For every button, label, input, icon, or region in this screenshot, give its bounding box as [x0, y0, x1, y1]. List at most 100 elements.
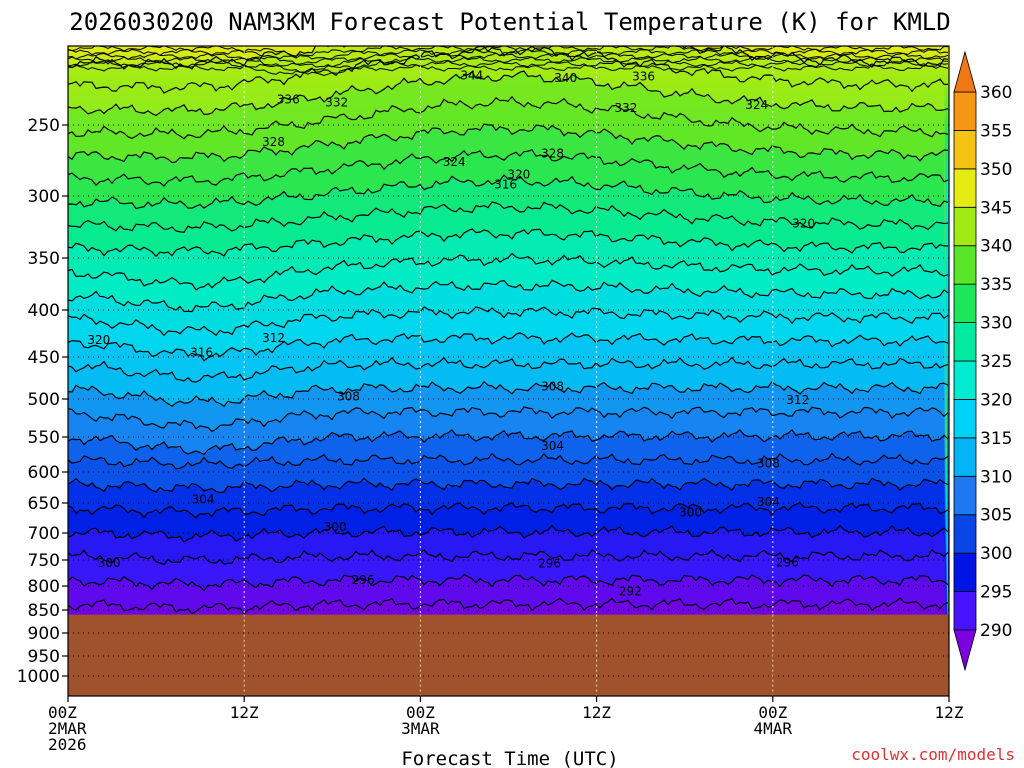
contour-label: 300 [679, 506, 702, 520]
y-tick-label: 950 [28, 647, 60, 667]
chart-title: 2026030200 NAM3KM Forecast Potential Tem… [69, 8, 950, 36]
x-tick-label: 3MAR [401, 719, 440, 738]
y-tick-label: 1000 [17, 667, 60, 687]
contour-line [68, 548, 949, 566]
x-tick-label: 00Z [406, 703, 435, 722]
contour-line [68, 46, 949, 70]
grid-lines [68, 46, 949, 696]
y-tick-label: 300 [28, 187, 60, 207]
x-tick-label: 00Z [758, 703, 787, 722]
x-tick-label: 2MAR [48, 719, 87, 738]
colorbar-bin [953, 591, 977, 631]
contour-line [68, 501, 949, 519]
ground-grid-lines [68, 614, 949, 696]
contour-lines [68, 46, 949, 615]
y-tick-label: 850 [28, 601, 60, 621]
contour-line [68, 477, 949, 494]
colorbar-bin [953, 437, 977, 477]
credit-link[interactable]: coolwx.com/models [851, 745, 1015, 764]
contour-line [68, 174, 949, 210]
y-tick-label: 900 [28, 624, 60, 644]
x-axis-label: Forecast Time (UTC) [401, 748, 618, 768]
y-tick-label: 450 [28, 348, 60, 368]
colorbar-label: 340 [980, 237, 1012, 257]
contour-label: 320 [87, 333, 110, 347]
contour-label: 336 [632, 70, 655, 84]
y-tick-label: 700 [28, 524, 60, 544]
colorbar-label: 300 [980, 544, 1012, 564]
contour-label: 336 [277, 92, 300, 106]
x-tick-label: 12Z [230, 703, 259, 722]
colorbar-bin [953, 360, 977, 400]
contour-label: 340 [554, 71, 577, 85]
colorbar-label: 305 [980, 506, 1012, 526]
y-tick-label: 650 [28, 494, 60, 514]
contour-line [68, 95, 949, 140]
colorbar-bin [953, 475, 977, 516]
y-tick-label: 250 [28, 116, 60, 136]
contour-label: 300 [98, 556, 121, 570]
below-ground-mask [68, 614, 949, 696]
colorbar-bin [953, 514, 977, 554]
contour-label: 292 [619, 584, 642, 598]
colorbar-bin [953, 168, 977, 208]
contour-line [68, 70, 949, 117]
contour-line [68, 380, 949, 408]
colorbar-label: 345 [980, 198, 1012, 218]
contour-line [68, 148, 949, 187]
colorbar-under-arrow [953, 629, 977, 672]
contour-label: 332 [325, 95, 348, 109]
contour-label: 308 [541, 379, 564, 393]
x-tick-label: 12Z [935, 703, 964, 722]
contour-label: 320 [507, 168, 530, 182]
y-tick-label: 350 [28, 249, 60, 269]
contour-label: 344 [460, 68, 483, 82]
contour-label: 296 [352, 573, 375, 587]
y-tick-label: 500 [28, 390, 60, 410]
colorbar-bin [953, 283, 977, 323]
contour-label: 328 [541, 146, 564, 160]
contour-line [68, 306, 949, 337]
contour-label: 312 [786, 393, 809, 407]
contour-line [68, 60, 949, 73]
colorbar-bin [953, 322, 977, 362]
colorbar-label: 295 [980, 583, 1012, 603]
colorbar-label: 350 [980, 160, 1012, 180]
contour-label: 304 [192, 492, 215, 506]
x-tick-label: 12Z [582, 703, 611, 722]
contour-line [68, 52, 949, 65]
x-tick-label: 00Z [48, 703, 77, 722]
contour-line [68, 429, 949, 456]
colorbar-label: 320 [980, 390, 1012, 410]
colorbar-bin [953, 552, 977, 592]
contour-line [68, 46, 949, 57]
contour-line [68, 452, 949, 470]
y-tick-label: 550 [28, 428, 60, 448]
y-tick-label: 400 [28, 301, 60, 321]
colorbar-label: 310 [980, 467, 1012, 487]
contour-label: 324 [443, 155, 466, 169]
y-axis: 250 300 350 400 450 500 550 600 650 700 750 800 850 9… [17, 116, 68, 687]
contour-label: 316 [190, 345, 213, 359]
contour-label: 308 [337, 389, 360, 403]
contour-label: 316 [494, 178, 517, 192]
colorbar-bin [953, 206, 977, 247]
contour-line [68, 356, 949, 383]
colorbar-label: 355 [980, 121, 1012, 141]
x-tick-label: 2026 [48, 735, 87, 754]
colorbar-bin [953, 245, 977, 285]
colorbar-over-arrow [953, 50, 977, 93]
colorbar-label: 325 [980, 352, 1012, 372]
x-tick-label: 4MAR [754, 719, 793, 738]
contour-line [68, 279, 949, 313]
contour-line [68, 64, 949, 77]
contour-line [68, 597, 949, 615]
colorbar: 290 295 300 305 310 315 320 325 330 335 340 345 350 3… [953, 50, 1012, 672]
contour-label: 296 [776, 556, 799, 570]
contour-label: 320 [792, 216, 815, 230]
colorbar-label: 360 [980, 83, 1012, 103]
